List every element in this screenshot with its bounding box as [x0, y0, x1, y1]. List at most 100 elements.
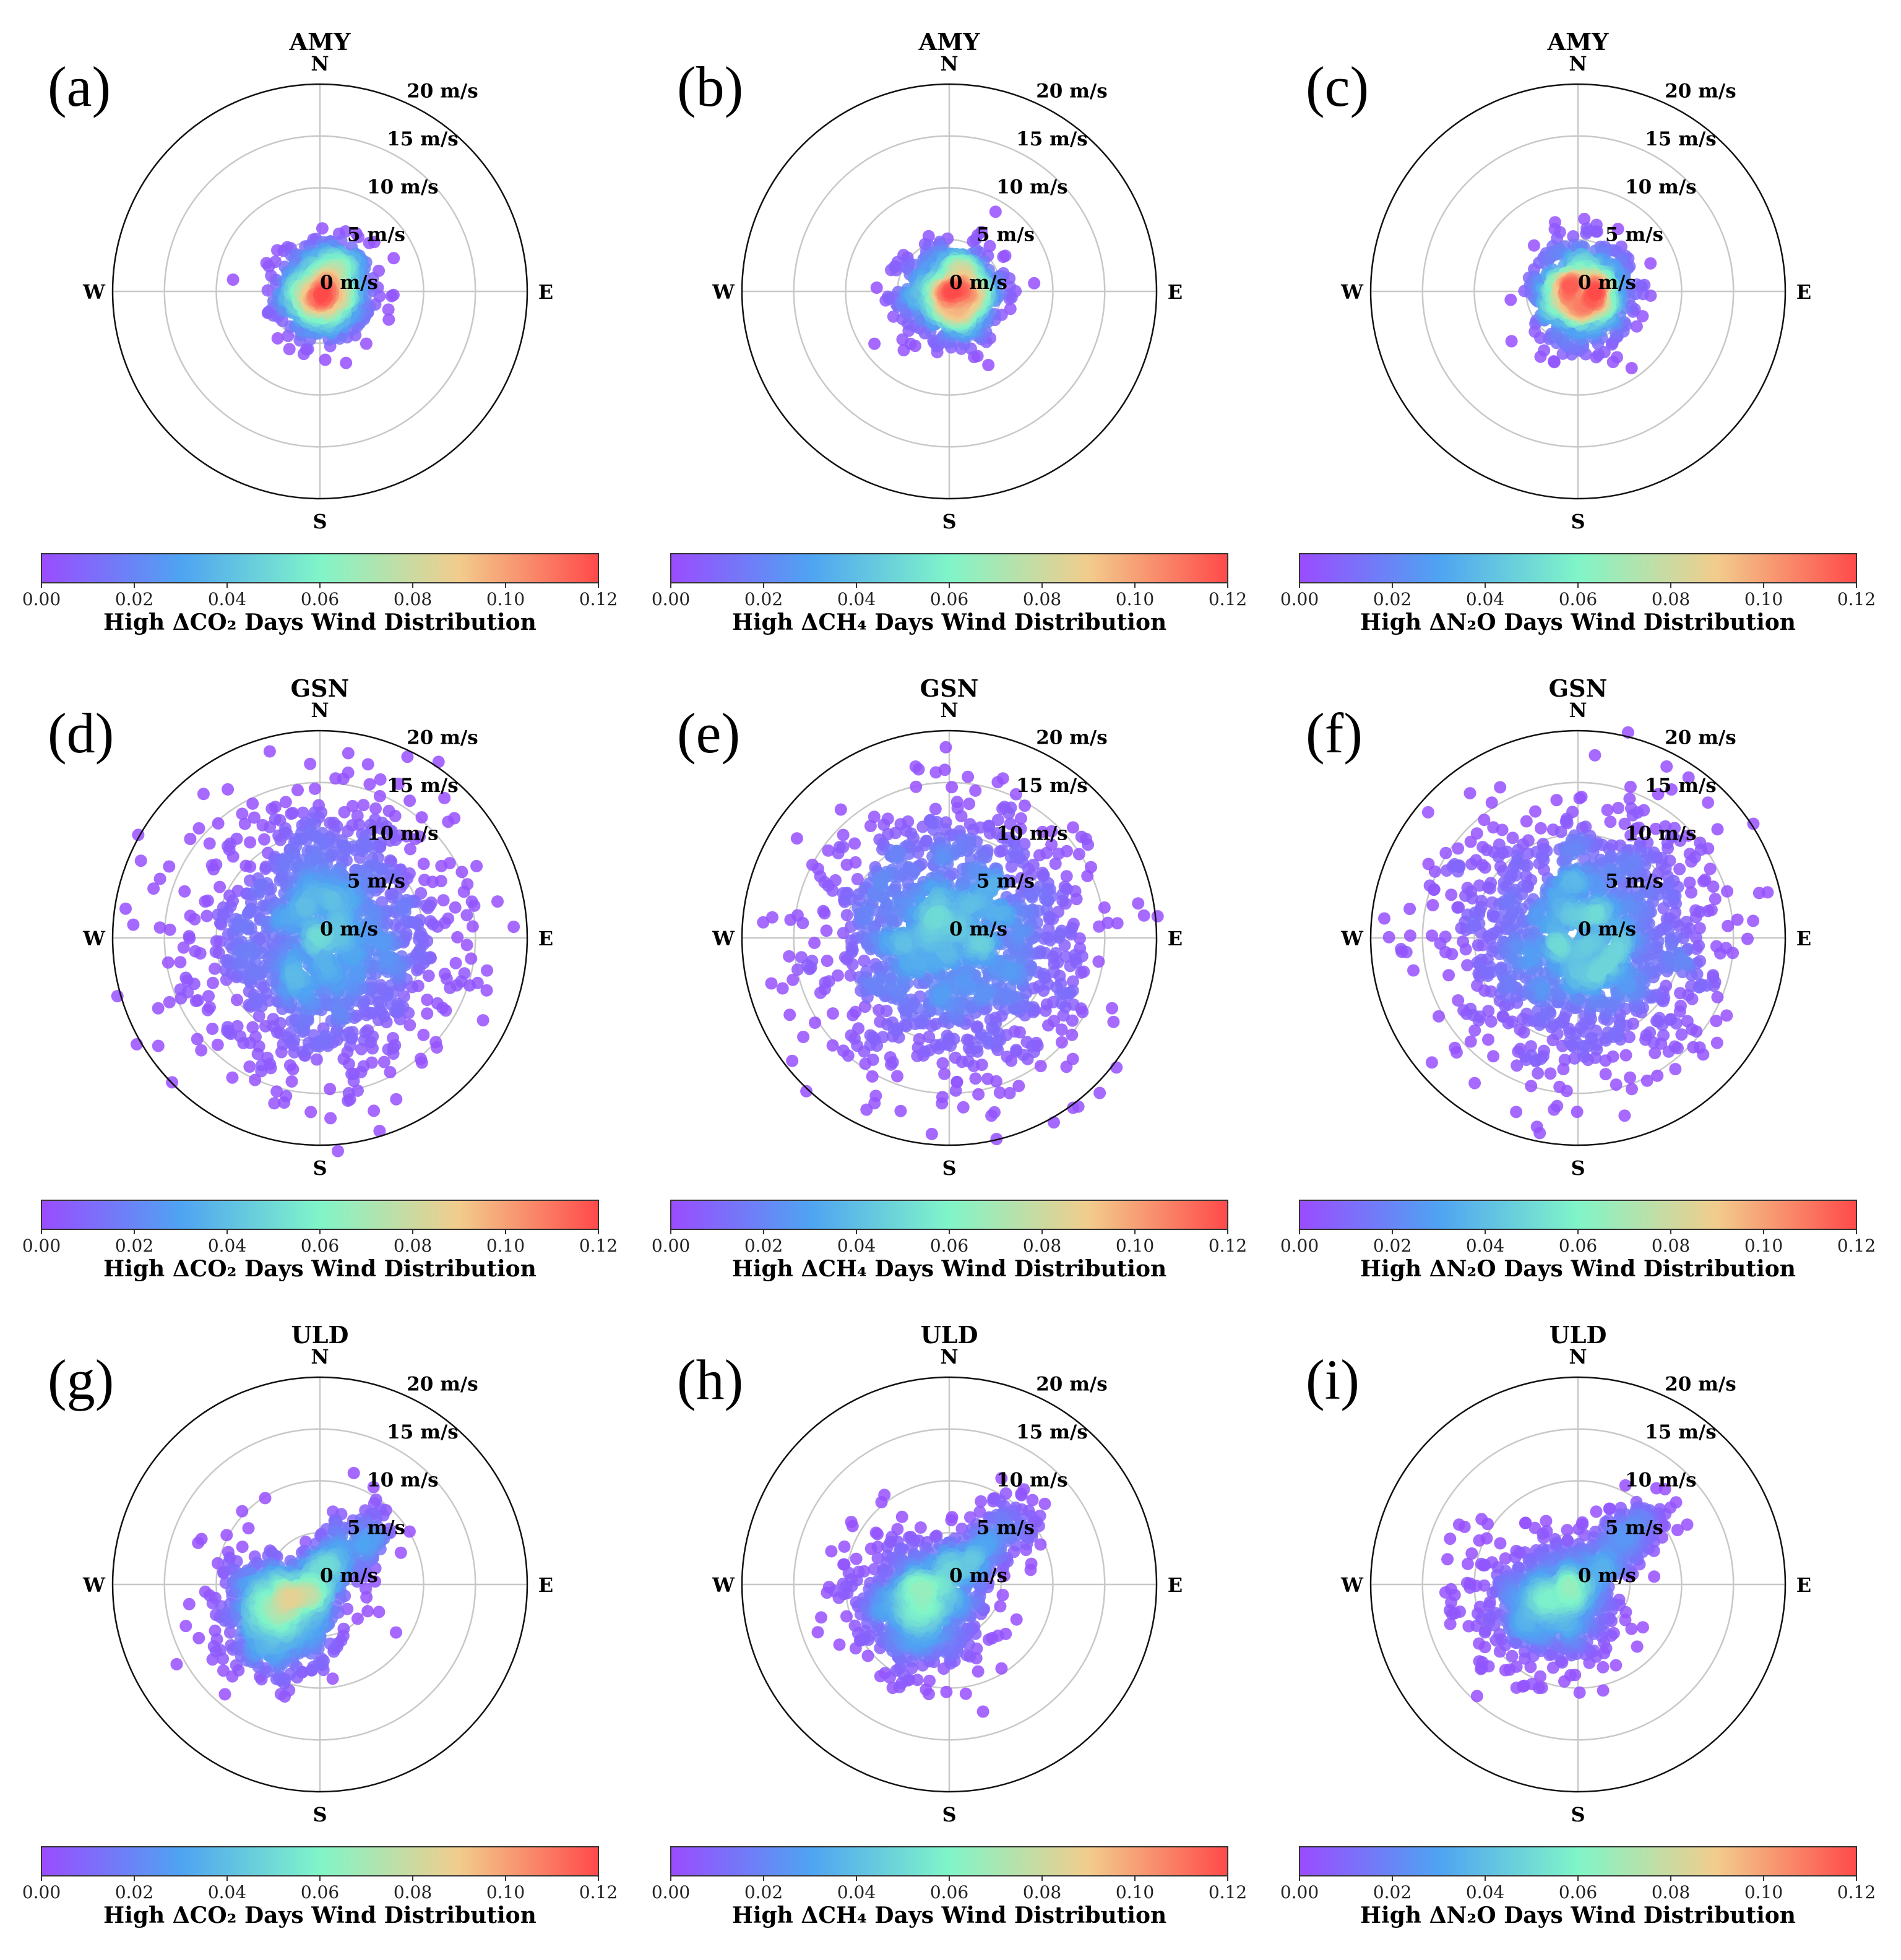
data-point [319, 353, 332, 366]
radial-tick-label: 0 m/s [949, 272, 1007, 294]
data-point [440, 973, 453, 985]
colorbar-tick-label: 0.10 [486, 589, 525, 609]
data-point [337, 772, 350, 785]
data-point [993, 1086, 1006, 1099]
data-point [1106, 1002, 1118, 1015]
data-point [1720, 942, 1733, 955]
radial-tick-label: 5 m/s [976, 870, 1035, 893]
data-point [834, 803, 847, 816]
data-point [424, 915, 437, 928]
colorbar-tick-label: 0.02 [744, 1236, 783, 1256]
data-point [460, 939, 473, 952]
data-point [1494, 781, 1507, 794]
data-point [1553, 1080, 1566, 1093]
data-point [377, 1055, 390, 1068]
data-point [1403, 929, 1416, 942]
data-point [1704, 862, 1717, 875]
data-point [1468, 1077, 1481, 1090]
direction-label-W: W [712, 280, 735, 304]
colorbar-tick-label: 0.08 [1023, 1236, 1061, 1256]
data-point [1484, 882, 1497, 895]
data-point [1731, 913, 1744, 926]
data-point [783, 1008, 796, 1021]
data-point [1530, 1120, 1543, 1133]
radial-tick-label: 5 m/s [347, 224, 405, 246]
data-point [1532, 1067, 1545, 1080]
data-point [910, 780, 923, 793]
data-point [163, 923, 176, 936]
scatter-points [757, 741, 1164, 1145]
data-point [1626, 809, 1639, 822]
panel-title: AMY [1547, 28, 1610, 56]
data-point [382, 952, 395, 965]
data-point [127, 918, 140, 931]
data-point [1599, 1068, 1612, 1081]
data-point [163, 860, 176, 873]
data-point [131, 1038, 143, 1051]
data-point [891, 1070, 903, 1083]
data-point [851, 1039, 864, 1052]
colorbar-tick-label: 0.10 [1116, 589, 1154, 609]
data-point [962, 770, 975, 783]
colorbar-label: High ΔN₂O Days Wind Distribution [1360, 609, 1796, 635]
data-point [373, 789, 386, 802]
panel-letter: (c) [1306, 55, 1369, 118]
data-point [1683, 876, 1696, 889]
data-point [1482, 1033, 1494, 1046]
data-point [465, 895, 478, 908]
data-point [1421, 806, 1434, 819]
data-point [1747, 914, 1760, 927]
data-point [1528, 239, 1540, 252]
data-point [980, 1031, 993, 1044]
data-point [820, 924, 833, 937]
data-point [1098, 901, 1111, 914]
radial-tick-label: 20 m/s [407, 727, 478, 749]
data-point [1720, 1009, 1733, 1022]
data-point [957, 1101, 970, 1114]
data-point [1052, 929, 1065, 942]
radial-tick-label: 5 m/s [1605, 224, 1663, 246]
data-point [1612, 802, 1624, 814]
data-point [870, 976, 883, 989]
data-point [363, 778, 376, 791]
data-point [435, 859, 448, 872]
data-point [1000, 989, 1013, 1002]
data-point [1618, 1109, 1631, 1122]
data-point [1048, 1116, 1060, 1129]
data-point [226, 273, 239, 286]
colorbar-tick-label: 0.00 [22, 1236, 61, 1256]
data-point [997, 251, 1010, 263]
data-point [826, 1007, 839, 1020]
data-point [163, 995, 176, 1008]
data-point [833, 841, 846, 854]
data-point [192, 822, 205, 835]
scatter-points [226, 222, 400, 369]
outer-ring [741, 83, 1158, 500]
data-point [390, 1093, 403, 1106]
data-point [1580, 227, 1593, 240]
panel-letter: (b) [677, 55, 743, 118]
data-point [340, 356, 353, 369]
colorbar-tick-label: 0.00 [1280, 589, 1319, 609]
data-point [1013, 926, 1026, 939]
radial-tick-label: 15 m/s [1645, 128, 1717, 150]
data-point [1496, 1010, 1509, 1023]
colorbar-tick-label: 0.10 [1744, 589, 1783, 609]
data-point [226, 1071, 239, 1084]
data-point [174, 956, 187, 969]
colorbar [670, 1200, 1228, 1230]
direction-label-N: N [311, 698, 329, 722]
colorbar-tick-label: 0.06 [301, 589, 339, 609]
data-point [204, 1001, 216, 1014]
colorbar-tick-label: 0.12 [1209, 589, 1247, 609]
data-point [1721, 885, 1734, 898]
data-point [369, 802, 382, 815]
data-point [1079, 832, 1092, 845]
data-point [332, 1145, 344, 1158]
data-point [213, 880, 226, 893]
